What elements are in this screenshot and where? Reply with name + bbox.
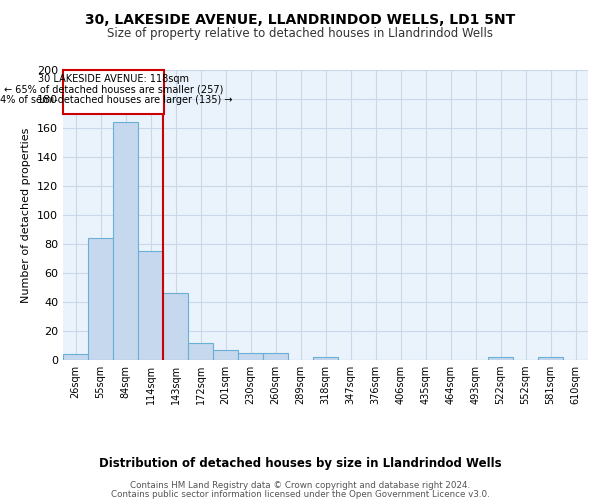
Bar <box>238 353 263 360</box>
Bar <box>213 350 238 360</box>
Text: ← 65% of detached houses are smaller (257): ← 65% of detached houses are smaller (25… <box>4 84 223 94</box>
Text: Distribution of detached houses by size in Llandrindod Wells: Distribution of detached houses by size … <box>98 458 502 470</box>
Bar <box>88 238 113 360</box>
Text: Contains public sector information licensed under the Open Government Licence v3: Contains public sector information licen… <box>110 490 490 499</box>
Bar <box>188 342 213 360</box>
Bar <box>538 357 563 360</box>
Text: Contains HM Land Registry data © Crown copyright and database right 2024.: Contains HM Land Registry data © Crown c… <box>130 481 470 490</box>
Text: Size of property relative to detached houses in Llandrindod Wells: Size of property relative to detached ho… <box>107 28 493 40</box>
FancyBboxPatch shape <box>63 70 163 114</box>
Text: 30 LAKESIDE AVENUE: 118sqm: 30 LAKESIDE AVENUE: 118sqm <box>38 74 189 84</box>
Bar <box>163 294 188 360</box>
Bar <box>63 354 88 360</box>
Bar <box>488 357 513 360</box>
Bar <box>113 122 138 360</box>
Y-axis label: Number of detached properties: Number of detached properties <box>22 128 31 302</box>
Bar <box>313 357 338 360</box>
Text: 34% of semi-detached houses are larger (135) →: 34% of semi-detached houses are larger (… <box>0 96 233 106</box>
Text: 30, LAKESIDE AVENUE, LLANDRINDOD WELLS, LD1 5NT: 30, LAKESIDE AVENUE, LLANDRINDOD WELLS, … <box>85 12 515 26</box>
Bar <box>263 353 288 360</box>
Bar <box>138 251 163 360</box>
